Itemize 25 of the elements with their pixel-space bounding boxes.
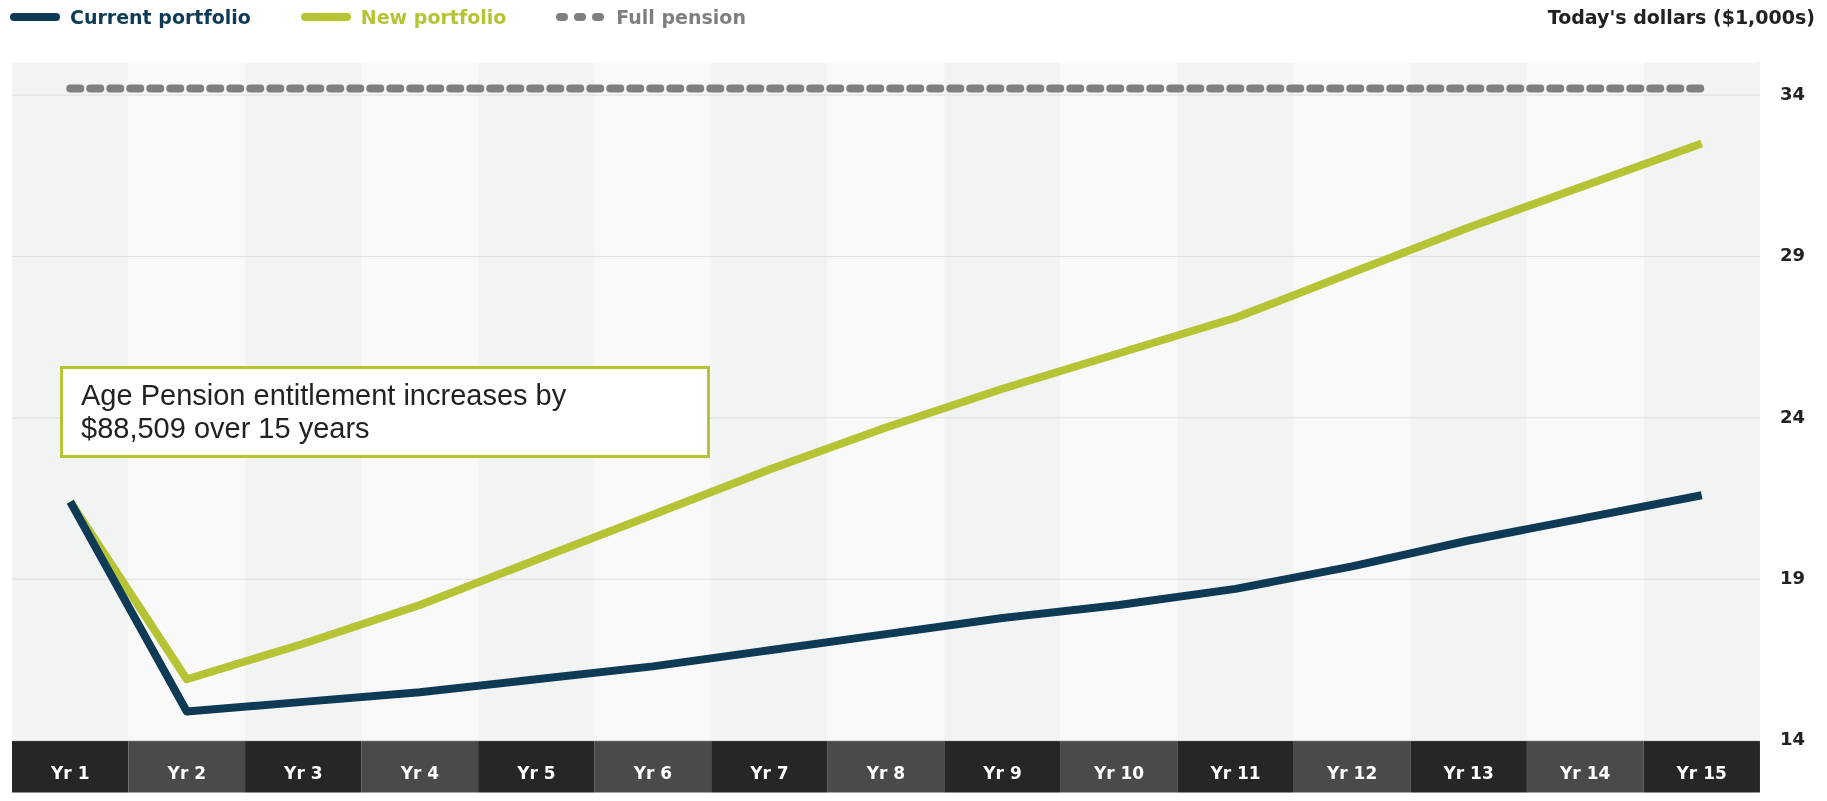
legend-label: New portfolio <box>360 6 507 28</box>
x-tick-label: Yr 15 <box>1675 763 1727 784</box>
y-tick-label: 19 <box>1779 566 1806 588</box>
x-tick-label: Yr 11 <box>1209 763 1261 784</box>
x-tick-label: Yr 9 <box>982 763 1022 784</box>
x-tick-label: Yr 2 <box>166 763 207 784</box>
y-tick-label: 24 <box>1779 405 1806 427</box>
x-tick-label: Yr 14 <box>1559 763 1611 784</box>
x-tick-label: Yr 13 <box>1442 763 1494 784</box>
x-tick-label: Yr 3 <box>283 763 323 784</box>
y-axis-title: Today's dollars ($1,000s) <box>1547 6 1815 28</box>
x-tick-label: Yr 10 <box>1092 763 1145 784</box>
legend-label: Current portfolio <box>70 6 251 28</box>
y-tick-label: 29 <box>1779 244 1806 266</box>
y-tick-label: 34 <box>1779 82 1806 104</box>
callout-box: Age Pension entitlement increases by $88,509 over 15 years <box>60 366 710 458</box>
x-tick-label: Yr 6 <box>632 763 673 784</box>
legend-label: Full pension <box>616 6 746 28</box>
x-tick-label: Yr 7 <box>749 763 789 784</box>
x-tick-label: Yr 8 <box>865 763 906 784</box>
x-tick-label: Yr 5 <box>516 763 556 784</box>
y-tick-label: 14 <box>1779 728 1806 750</box>
x-tick-label: Yr 12 <box>1325 763 1378 784</box>
x-tick-label: Yr 4 <box>399 763 440 784</box>
x-tick-label: Yr 1 <box>50 763 90 784</box>
